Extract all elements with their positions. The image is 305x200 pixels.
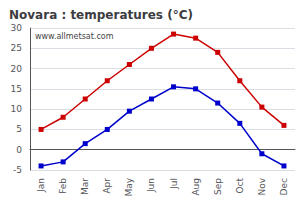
- svg-text:Aug: Aug: [191, 178, 201, 196]
- svg-text:Sep: Sep: [213, 178, 223, 195]
- svg-text:20: 20: [11, 64, 23, 74]
- svg-text:Novara : temperatures (°C): Novara : temperatures (°C): [9, 8, 193, 22]
- svg-text:Nov: Nov: [257, 177, 267, 195]
- svg-text:Feb: Feb: [58, 178, 68, 194]
- svg-text:25: 25: [11, 43, 22, 53]
- svg-text:Jul: Jul: [169, 178, 179, 190]
- svg-text:www.allmetsat.com: www.allmetsat.com: [35, 32, 114, 41]
- svg-text:0: 0: [16, 145, 22, 155]
- svg-text:Dec: Dec: [279, 178, 289, 195]
- svg-text:5: 5: [16, 124, 22, 134]
- svg-text:30: 30: [11, 23, 23, 33]
- svg-text:10: 10: [11, 104, 23, 114]
- svg-text:Mar: Mar: [80, 178, 90, 195]
- svg-text:-5: -5: [13, 165, 22, 175]
- svg-text:Jan: Jan: [36, 178, 46, 193]
- svg-text:Oct: Oct: [235, 178, 245, 194]
- svg-text:May: May: [124, 177, 134, 196]
- svg-text:Apr: Apr: [102, 178, 112, 194]
- svg-text:15: 15: [11, 84, 22, 94]
- svg-text:Jun: Jun: [146, 178, 156, 193]
